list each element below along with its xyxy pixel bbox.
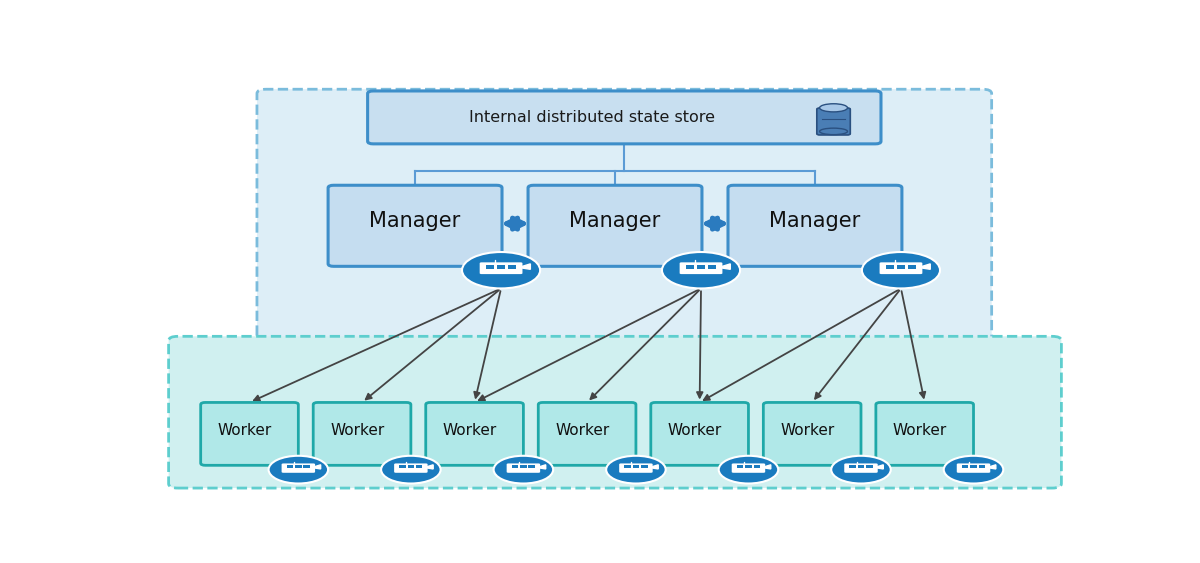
Polygon shape: [649, 465, 659, 469]
FancyBboxPatch shape: [754, 466, 760, 468]
FancyBboxPatch shape: [817, 108, 851, 135]
Circle shape: [724, 458, 773, 481]
Text: Worker: Worker: [443, 423, 497, 438]
Circle shape: [719, 456, 779, 484]
FancyBboxPatch shape: [511, 466, 518, 468]
FancyBboxPatch shape: [685, 265, 695, 269]
Circle shape: [382, 456, 440, 484]
Text: Worker: Worker: [330, 423, 384, 438]
Text: Worker: Worker: [893, 423, 947, 438]
FancyBboxPatch shape: [539, 403, 636, 465]
FancyBboxPatch shape: [408, 466, 414, 468]
Polygon shape: [425, 465, 433, 469]
FancyBboxPatch shape: [858, 466, 864, 468]
FancyBboxPatch shape: [880, 262, 923, 274]
FancyBboxPatch shape: [876, 403, 973, 465]
Circle shape: [469, 255, 533, 285]
Text: Worker: Worker: [217, 423, 272, 438]
Circle shape: [869, 255, 934, 285]
Text: Manager: Manager: [769, 212, 860, 231]
Circle shape: [662, 252, 740, 288]
Text: Worker: Worker: [668, 423, 722, 438]
FancyBboxPatch shape: [257, 89, 991, 358]
Circle shape: [949, 458, 998, 481]
FancyBboxPatch shape: [367, 91, 881, 144]
Text: Manager: Manager: [370, 212, 461, 231]
Polygon shape: [312, 465, 320, 469]
Circle shape: [943, 456, 1003, 484]
Circle shape: [668, 255, 733, 285]
FancyBboxPatch shape: [497, 265, 505, 269]
Circle shape: [832, 456, 890, 484]
Polygon shape: [986, 465, 996, 469]
FancyBboxPatch shape: [480, 262, 522, 274]
FancyBboxPatch shape: [619, 463, 653, 473]
FancyBboxPatch shape: [886, 265, 894, 269]
FancyBboxPatch shape: [907, 265, 917, 269]
FancyBboxPatch shape: [641, 466, 648, 468]
Text: Worker: Worker: [780, 423, 835, 438]
FancyBboxPatch shape: [168, 336, 1062, 488]
FancyBboxPatch shape: [486, 265, 494, 269]
FancyBboxPatch shape: [287, 466, 293, 468]
Polygon shape: [762, 465, 770, 469]
FancyBboxPatch shape: [282, 463, 316, 473]
Polygon shape: [918, 264, 930, 269]
FancyBboxPatch shape: [763, 403, 860, 465]
Circle shape: [499, 458, 547, 481]
Circle shape: [606, 456, 666, 484]
Circle shape: [836, 458, 886, 481]
FancyBboxPatch shape: [313, 403, 410, 465]
Ellipse shape: [820, 104, 847, 112]
FancyBboxPatch shape: [650, 403, 749, 465]
Polygon shape: [719, 264, 731, 269]
FancyBboxPatch shape: [295, 466, 301, 468]
Circle shape: [612, 458, 660, 481]
Circle shape: [274, 458, 323, 481]
Circle shape: [386, 458, 436, 481]
FancyBboxPatch shape: [850, 466, 856, 468]
FancyBboxPatch shape: [400, 466, 406, 468]
Circle shape: [269, 456, 328, 484]
Circle shape: [862, 252, 940, 288]
FancyBboxPatch shape: [328, 185, 502, 266]
FancyBboxPatch shape: [304, 466, 310, 468]
FancyBboxPatch shape: [732, 463, 766, 473]
FancyBboxPatch shape: [737, 466, 743, 468]
FancyBboxPatch shape: [528, 185, 702, 266]
FancyBboxPatch shape: [745, 466, 751, 468]
FancyBboxPatch shape: [971, 466, 977, 468]
FancyBboxPatch shape: [697, 265, 706, 269]
FancyBboxPatch shape: [632, 466, 640, 468]
FancyBboxPatch shape: [866, 466, 872, 468]
FancyBboxPatch shape: [679, 262, 722, 274]
FancyBboxPatch shape: [624, 466, 631, 468]
Circle shape: [493, 456, 553, 484]
FancyBboxPatch shape: [956, 463, 990, 473]
FancyBboxPatch shape: [416, 466, 422, 468]
FancyBboxPatch shape: [962, 466, 968, 468]
Polygon shape: [536, 465, 546, 469]
Text: Manager: Manager: [569, 212, 661, 231]
FancyBboxPatch shape: [845, 463, 877, 473]
FancyBboxPatch shape: [528, 466, 535, 468]
Ellipse shape: [820, 128, 847, 135]
Text: Internal distributed state store: Internal distributed state store: [469, 110, 715, 125]
FancyBboxPatch shape: [708, 265, 716, 269]
FancyBboxPatch shape: [978, 466, 985, 468]
Circle shape: [462, 252, 540, 288]
FancyBboxPatch shape: [520, 466, 527, 468]
FancyBboxPatch shape: [508, 265, 516, 269]
Polygon shape: [875, 465, 883, 469]
FancyBboxPatch shape: [506, 463, 540, 473]
FancyBboxPatch shape: [394, 463, 427, 473]
FancyBboxPatch shape: [728, 185, 902, 266]
FancyBboxPatch shape: [426, 403, 523, 465]
Text: Worker: Worker: [556, 423, 610, 438]
FancyBboxPatch shape: [200, 403, 299, 465]
FancyBboxPatch shape: [896, 265, 905, 269]
Polygon shape: [518, 264, 530, 269]
